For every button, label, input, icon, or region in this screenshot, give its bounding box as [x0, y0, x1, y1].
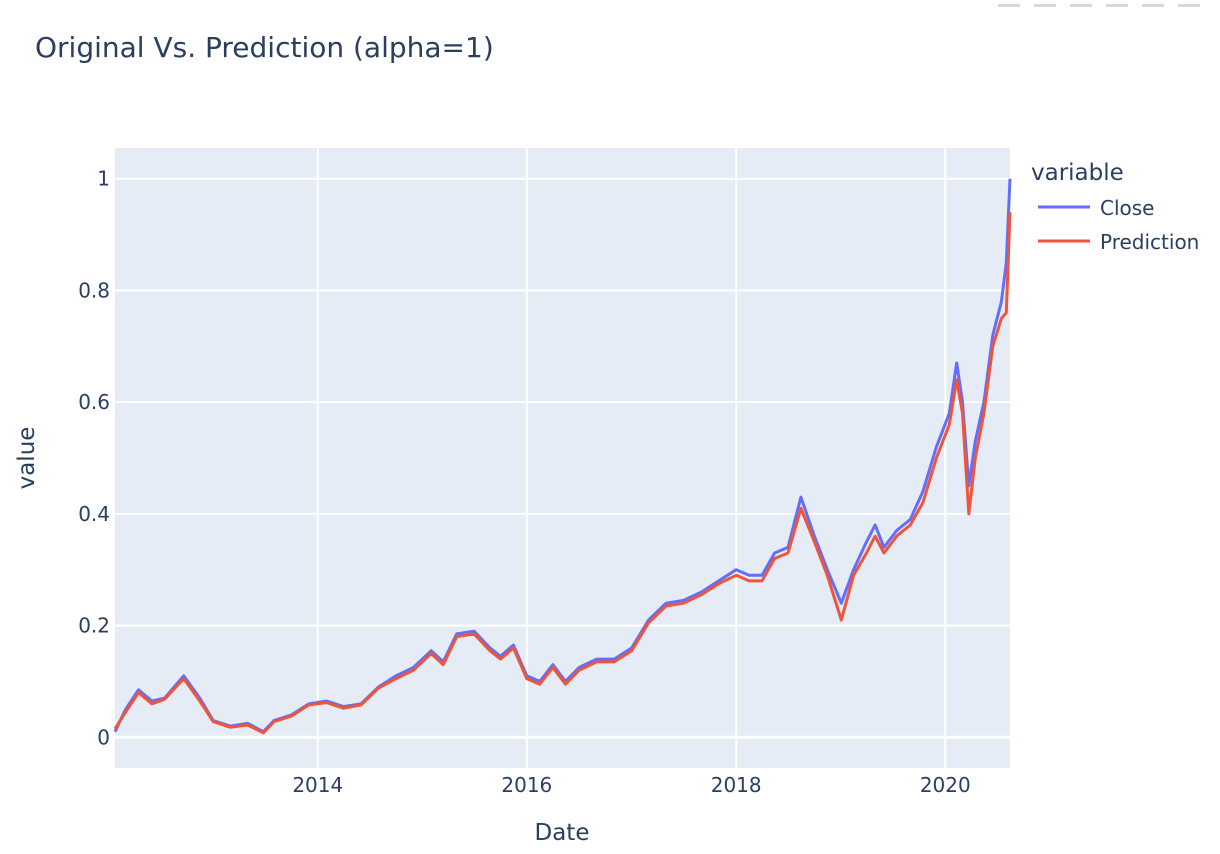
- y-axis-title: value: [14, 427, 40, 490]
- modebar-zoom-icon[interactable]: [1034, 0, 1056, 7]
- modebar-pan-icon[interactable]: [1070, 0, 1092, 7]
- x-gridlines: [316, 148, 947, 768]
- y-tick-label: 0.6: [78, 390, 110, 414]
- y-tick-label: 0: [97, 725, 110, 749]
- y-gridlines: [115, 177, 1010, 739]
- y-tick-labels: 0 0.2 0.4 0.6 0.8 1: [78, 167, 110, 750]
- y-tick-label: 0.4: [78, 502, 110, 526]
- legend-label-close: Close: [1100, 196, 1154, 220]
- series-line-prediction[interactable]: [113, 212, 1012, 735]
- y-tick-label: 0.2: [78, 614, 110, 638]
- y-tick-label: 1: [97, 167, 110, 191]
- modebar-autoscale-icon[interactable]: [1178, 0, 1200, 7]
- modebar: [998, 0, 1200, 7]
- legend-label-prediction: Prediction: [1100, 230, 1199, 254]
- legend-item-close[interactable]: Close: [1038, 196, 1154, 220]
- y-tick-label: 0.8: [78, 278, 110, 302]
- modebar-camera-icon[interactable]: [998, 0, 1020, 7]
- legend-title: variable: [1031, 160, 1124, 186]
- x-tick-label: 2014: [292, 773, 343, 797]
- modebar-zoom-out-icon[interactable]: [1142, 0, 1164, 7]
- chart-title: Original Vs. Prediction (alpha=1): [35, 31, 494, 64]
- legend: variable Close Prediction: [1031, 160, 1199, 254]
- legend-item-prediction[interactable]: Prediction: [1038, 230, 1199, 254]
- x-tick-label: 2016: [501, 773, 552, 797]
- x-axis-title: Date: [535, 820, 590, 846]
- modebar-zoom-in-icon[interactable]: [1106, 0, 1128, 7]
- plot-area[interactable]: [115, 148, 1010, 768]
- series-group: [113, 178, 1012, 735]
- x-tick-label: 2018: [711, 773, 762, 797]
- x-tick-labels: 2014 2016 2018 2020: [292, 773, 970, 797]
- x-tick-label: 2020: [920, 773, 971, 797]
